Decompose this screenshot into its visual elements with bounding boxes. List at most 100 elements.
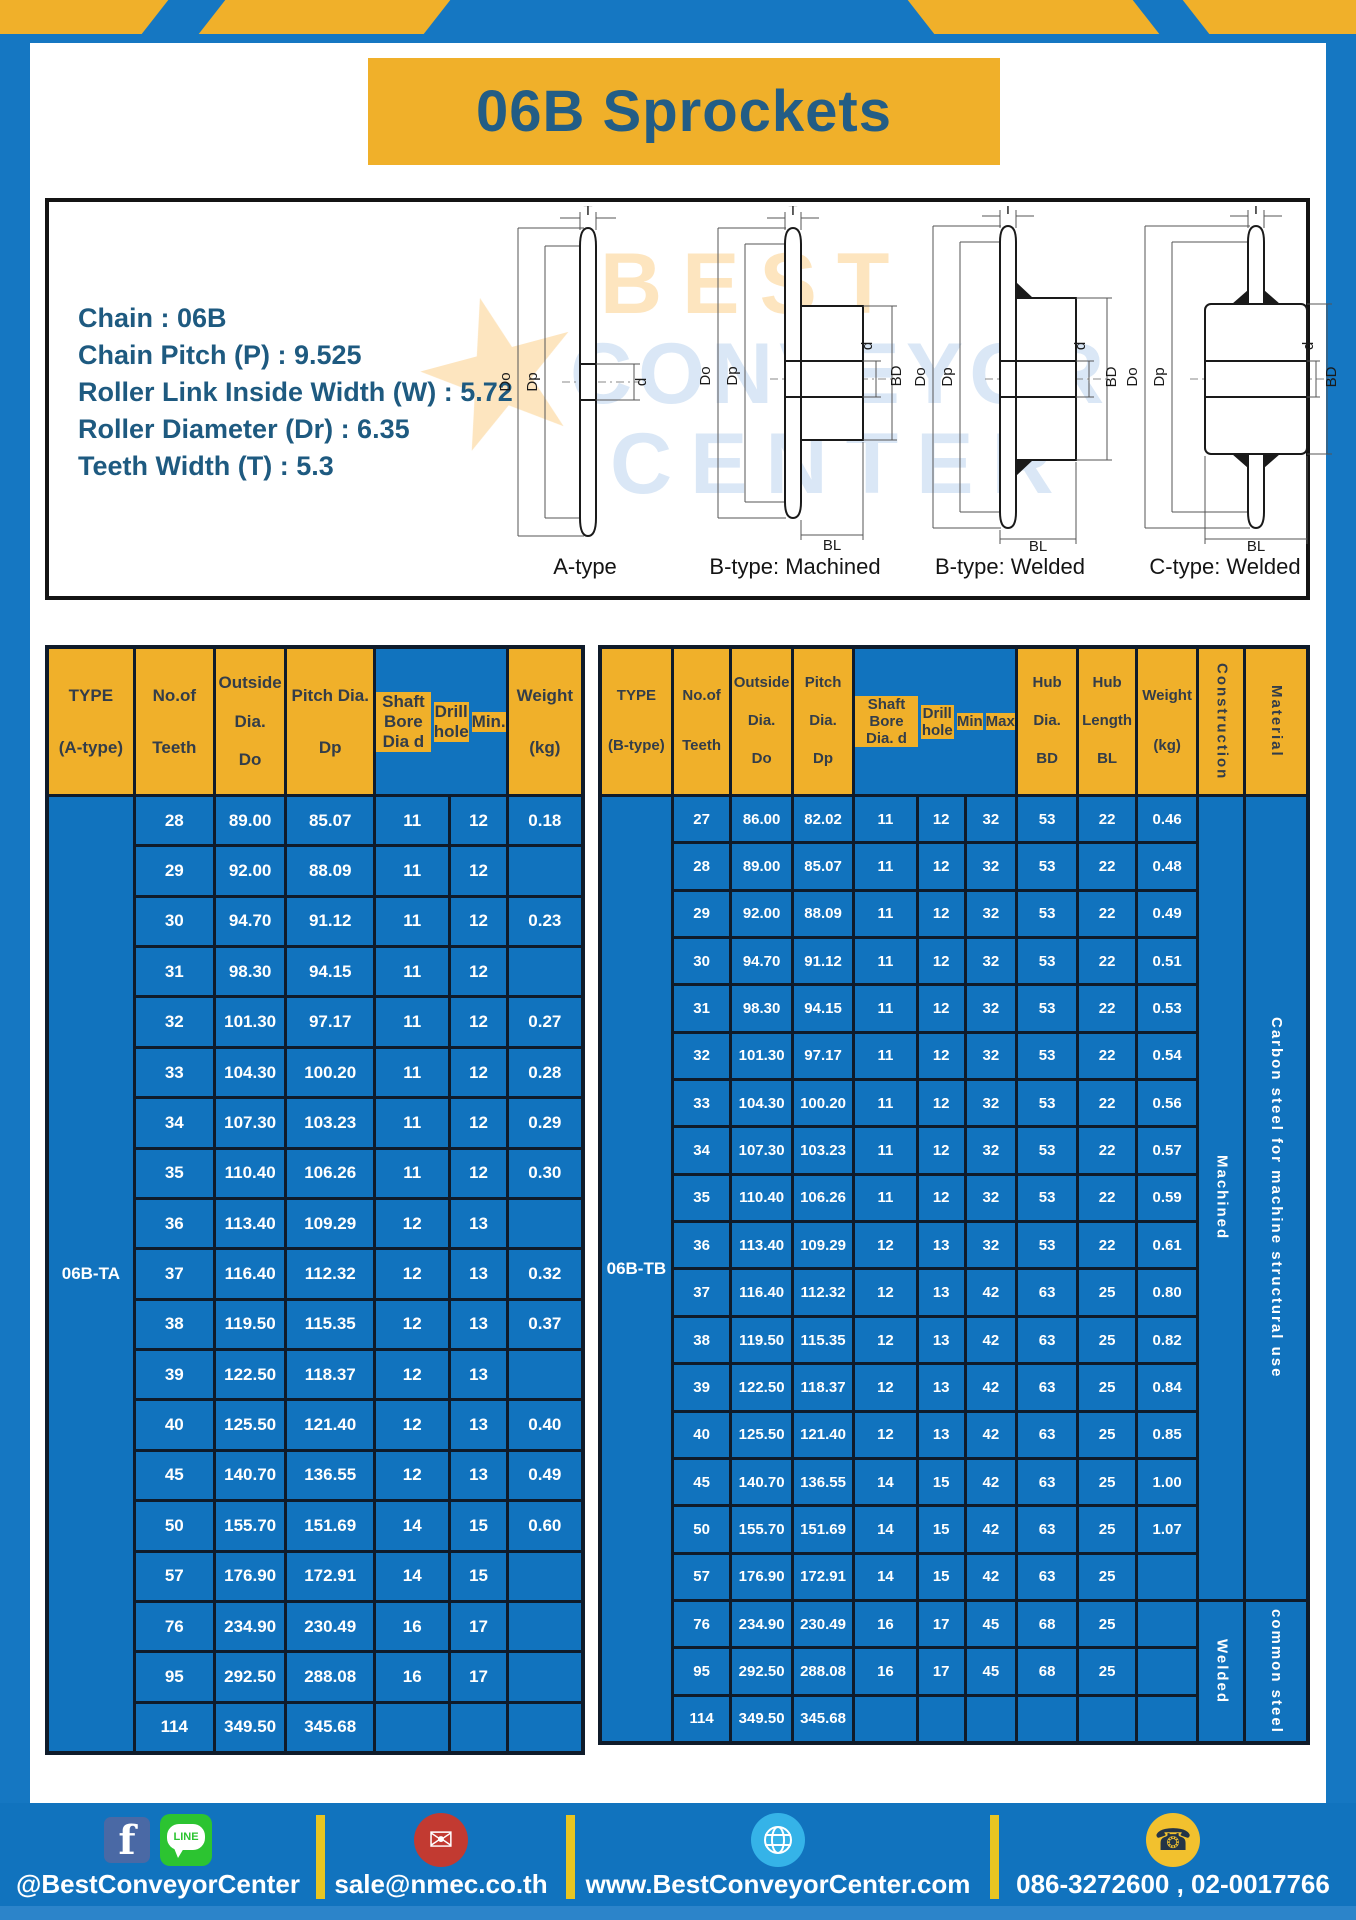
table-cell: 32 (966, 797, 1015, 842)
table-cell: 0.29 (508, 1099, 581, 1147)
table-cell: 176.90 (732, 1554, 791, 1599)
table-cell: 94.15 (793, 986, 853, 1031)
table-cell: 1.00 (1137, 1459, 1197, 1505)
table-cell: 25 (1079, 1649, 1135, 1694)
phone-icon: ☎ (1146, 1813, 1200, 1867)
table-cell: 63 (1017, 1554, 1077, 1599)
table-cell: 114 (135, 1703, 213, 1751)
svg-text:BL: BL (1247, 538, 1265, 551)
table-cell: 151.69 (287, 1502, 374, 1550)
table-cell: 13 (918, 1223, 964, 1268)
column-header-type: TYPE (B-type) (602, 649, 671, 794)
top-stripe (0, 0, 169, 34)
table-cell: 101.30 (215, 998, 285, 1046)
table-cell: 16 (855, 1601, 916, 1647)
table-cell: 14 (855, 1554, 916, 1599)
table-cell: 103.23 (793, 1128, 853, 1173)
table-cell: 33 (673, 1081, 730, 1126)
table-cell: 97.17 (793, 1033, 853, 1079)
table-cell: 104.30 (732, 1081, 791, 1126)
table-cell: 106.26 (287, 1149, 374, 1197)
table-cell: 68 (1017, 1649, 1077, 1694)
table-cell: 91.12 (287, 897, 374, 946)
table-cell: 32 (135, 998, 213, 1046)
column-header-teeth: No.of Teeth (135, 649, 213, 794)
table-cell: 136.55 (793, 1459, 853, 1505)
table-cell: 22 (1079, 1128, 1135, 1173)
a-type-caption: A-type (553, 554, 617, 579)
table-cell: 12 (918, 986, 964, 1031)
svg-text:BL: BL (1029, 538, 1047, 551)
table-cell: 11 (376, 1099, 449, 1147)
table-cell: 17 (451, 1602, 506, 1651)
svg-text:Do: Do (912, 367, 929, 386)
table-cell: 37 (135, 1250, 213, 1298)
table-cell: 63 (1017, 1365, 1077, 1410)
svg-text:T: T (1003, 206, 1012, 218)
table-cell: 31 (135, 948, 213, 996)
table-cell: 76 (673, 1601, 730, 1647)
table-cell: 11 (855, 986, 916, 1031)
footer-email-section: ✉ sale@nmec.co.th (316, 1803, 566, 1906)
table-cell (508, 1703, 581, 1751)
table-cell: 17 (918, 1601, 964, 1647)
table-cell: 15 (451, 1552, 506, 1600)
footer-divider (566, 1815, 575, 1899)
table-cell: 12 (376, 1199, 449, 1248)
table-cell: 0.23 (508, 897, 581, 946)
facebook-icon: f (104, 1817, 150, 1863)
table-cell: 12 (376, 1250, 449, 1298)
table-cell: 37 (673, 1270, 730, 1315)
email-icon: ✉ (414, 1813, 468, 1867)
table-cell: 0.18 (508, 797, 581, 845)
table-cell: 12 (918, 1033, 964, 1079)
table-cell: 118.37 (287, 1351, 374, 1399)
table-cell: 118.37 (793, 1365, 853, 1410)
table-cell: 40 (135, 1401, 213, 1449)
table-cell: 230.49 (287, 1602, 374, 1651)
table-cell: 109.29 (287, 1199, 374, 1248)
b-type-machined-drawing: Do Dp T d BD BL (697, 206, 905, 551)
table-cell: 38 (135, 1300, 213, 1349)
construction-welded-cell: Welded (1199, 1601, 1243, 1741)
table-cell: 0.57 (1137, 1128, 1197, 1173)
table-cell: 11 (855, 1175, 916, 1221)
table-cell: 12 (451, 797, 506, 845)
table-cell: 151.69 (793, 1507, 853, 1552)
chain-specs: Chain : 06B Chain Pitch (P) : 9.525 Roll… (78, 300, 558, 485)
table-cell: 13 (918, 1317, 964, 1363)
column-header-weight: Weight (kg) (508, 649, 581, 794)
table-cell: 12 (451, 1149, 506, 1197)
table-cell: 39 (673, 1365, 730, 1410)
table-cell: 101.30 (732, 1033, 791, 1079)
svg-text:Dp: Dp (724, 366, 741, 385)
table-cell: 113.40 (732, 1223, 791, 1268)
table-cell: 11 (376, 897, 449, 946)
table-cell: 176.90 (215, 1552, 285, 1600)
table-cell: 12 (376, 1300, 449, 1349)
table-cell: 12 (918, 1081, 964, 1126)
table-cell (451, 1703, 506, 1751)
footer-phone-section: ☎ 086-3272600 , 02-0017766 (990, 1803, 1356, 1906)
table-cell: 32 (966, 1081, 1015, 1126)
table-cell: 104.30 (215, 1048, 285, 1097)
svg-text:T: T (788, 206, 797, 219)
table-cell: 12 (451, 1048, 506, 1097)
column-header-shaft-bore: Shaft Bore Dia. d Drill hole Min Max (855, 649, 1015, 794)
table-cell: 14 (855, 1507, 916, 1552)
table-cell: 22 (1079, 844, 1135, 889)
table-cell: 57 (135, 1552, 213, 1600)
table-cell: 112.32 (287, 1250, 374, 1298)
table-cell: 172.91 (287, 1552, 374, 1600)
website-url: www.BestConveyorCenter.com (585, 1869, 971, 1899)
table-cell: 88.09 (793, 891, 853, 937)
b-type-welded-caption: B-type: Welded (934, 554, 1085, 579)
table-cell: 0.27 (508, 998, 581, 1046)
table-cell: 12 (918, 844, 964, 889)
table-cell: 292.50 (215, 1653, 285, 1701)
svg-text:BD: BD (1323, 366, 1340, 387)
table-cell: 45 (135, 1451, 213, 1500)
phone-numbers: 086-3272600 , 02-0017766 (1016, 1869, 1330, 1899)
table-cell: 100.20 (287, 1048, 374, 1097)
table-cell: 32 (966, 891, 1015, 937)
